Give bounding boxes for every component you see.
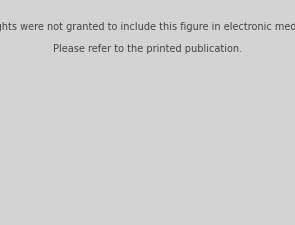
Text: Rights were not granted to include this figure in electronic media.: Rights were not granted to include this … <box>0 22 295 32</box>
Text: Please refer to the printed publication.: Please refer to the printed publication. <box>53 45 242 54</box>
